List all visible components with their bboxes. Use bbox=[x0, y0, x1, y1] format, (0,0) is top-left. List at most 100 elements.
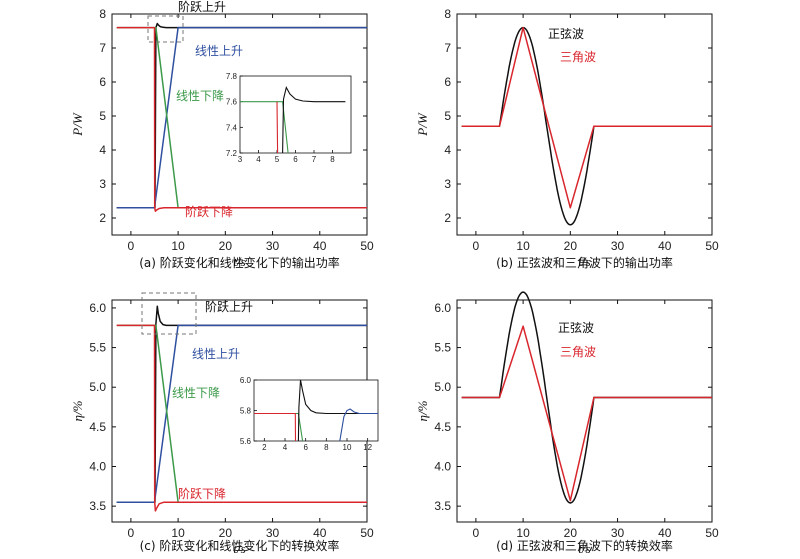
chart-panel-c: 0 10 20 30 40 50 3.5 4.0 4.5 5.0 5.5 6.0 t/s η/% (c) 阶… bbox=[70, 292, 379, 556]
inset-y-tick-label: 6.0 bbox=[240, 376, 252, 385]
y-tick-label: 5.0 bbox=[434, 380, 451, 394]
series-annotation: 线性上升 bbox=[195, 44, 243, 58]
panel-caption: (b) 正弦波和三角波下的输出功率 bbox=[496, 255, 673, 270]
x-tick-label: 50 bbox=[360, 526, 374, 540]
y-tick-label: 2 bbox=[99, 211, 106, 225]
y-tick-label: 6.0 bbox=[89, 301, 106, 315]
y-tick-label: 6.0 bbox=[434, 301, 451, 315]
inset-frame bbox=[239, 75, 352, 154]
x-tick-label: 0 bbox=[128, 239, 135, 253]
series-line-red bbox=[461, 26, 712, 209]
series-annotation: 阶跃上升 bbox=[178, 0, 226, 14]
y-tick-label: 3.5 bbox=[89, 499, 106, 513]
panel-caption: (d) 正弦波和三角波下的转换效率 bbox=[496, 538, 673, 553]
y-tick-label: 5.5 bbox=[89, 341, 106, 355]
series-line-black bbox=[461, 26, 712, 226]
x-tick-label: 30 bbox=[266, 526, 280, 540]
inset-y-tick-label: 5.8 bbox=[240, 407, 252, 416]
inset-series-line-green bbox=[240, 101, 289, 154]
plot-frame bbox=[456, 13, 713, 236]
y-tick-label: 3 bbox=[444, 177, 451, 191]
inset-x-tick-label: 5 bbox=[275, 155, 280, 164]
inset-series-line-black bbox=[282, 85, 346, 154]
x-tick-label: 40 bbox=[313, 526, 327, 540]
y-axis-label: P/W bbox=[415, 112, 430, 137]
chart-panel-a: 0 10 20 30 40 50 2 3 4 5 6 7 8 t/s P/W (a) 阶跃变化和线性变化下的输… bbox=[70, 0, 374, 270]
y-tick-label: 6 bbox=[99, 75, 106, 89]
inset-y-tick-label: 7.4 bbox=[226, 123, 238, 132]
y-axis-label: η/% bbox=[70, 400, 85, 421]
x-tick-label: 30 bbox=[611, 239, 625, 253]
series-annotation: 阶跃下降 bbox=[185, 205, 233, 219]
x-tick-label: 50 bbox=[705, 239, 719, 253]
x-tick-label: 40 bbox=[658, 526, 672, 540]
y-tick-label: 7 bbox=[444, 41, 451, 55]
x-tick-label: 30 bbox=[266, 239, 280, 253]
x-tick-label: 0 bbox=[473, 239, 480, 253]
x-tick-label: 0 bbox=[128, 526, 135, 540]
y-tick-label: 5 bbox=[99, 109, 106, 123]
x-axis-label: t/s bbox=[578, 254, 590, 269]
y-tick-label: 3 bbox=[99, 177, 106, 191]
series-annotation: 线性上升 bbox=[192, 347, 240, 361]
panel-caption: (a) 阶跃变化和线性变化下的输出功率 bbox=[139, 255, 340, 270]
zoom-region-box bbox=[141, 292, 197, 335]
x-axis-label: t/s bbox=[233, 541, 245, 556]
series-annotation: 正弦波 bbox=[558, 320, 594, 335]
inset-x-tick-label: 8 bbox=[324, 443, 329, 452]
y-tick-label: 4 bbox=[99, 143, 106, 157]
y-tick-label: 4.0 bbox=[434, 460, 451, 474]
inset-x-tick-label: 3 bbox=[238, 155, 243, 164]
inset-x-tick-label: 10 bbox=[343, 443, 352, 452]
chart-panel-d: 0 10 20 30 40 50 3.5 4.0 4.5 5.0 5.5 6.0 t/s η/% (d) 正… bbox=[415, 291, 719, 556]
inset-series-line-black bbox=[297, 379, 378, 442]
x-tick-label: 30 bbox=[611, 526, 625, 540]
y-tick-label: 2 bbox=[444, 211, 451, 225]
y-tick-label: 8 bbox=[99, 7, 106, 21]
x-tick-label: 20 bbox=[564, 526, 578, 540]
x-tick-label: 20 bbox=[219, 526, 233, 540]
inset-x-tick-label: 6 bbox=[293, 155, 298, 164]
x-tick-label: 10 bbox=[516, 526, 530, 540]
y-tick-label: 3.5 bbox=[434, 499, 451, 513]
series-annotation: 正弦波 bbox=[548, 26, 584, 41]
y-tick-label: 5.0 bbox=[89, 380, 106, 394]
inset-x-tick-label: 2 bbox=[262, 443, 267, 452]
y-tick-label: 4.5 bbox=[89, 420, 106, 434]
inset-x-tick-label: 12 bbox=[363, 443, 372, 452]
inset-y-tick-label: 7.8 bbox=[226, 72, 238, 81]
series-annotation: 线性下降 bbox=[172, 386, 220, 400]
chart-panel-b: 0 10 20 30 40 50 2 3 4 5 6 7 8 t/s P/W (b) 正弦波和三角波下的输出功… bbox=[415, 7, 719, 270]
x-tick-label: 10 bbox=[171, 239, 185, 253]
x-tick-label: 40 bbox=[313, 239, 327, 253]
inset-x-tick-label: 6 bbox=[303, 443, 308, 452]
y-tick-label: 5.5 bbox=[434, 341, 451, 355]
series-line-red bbox=[116, 26, 367, 212]
x-tick-label: 0 bbox=[473, 526, 480, 540]
plot-frame bbox=[111, 13, 368, 236]
y-axis-label: P/W bbox=[70, 112, 85, 137]
inset-y-tick-label: 5.6 bbox=[240, 437, 252, 446]
series-annotation: 三角波 bbox=[560, 50, 596, 64]
series-line-red bbox=[461, 325, 712, 502]
y-tick-label: 8 bbox=[444, 7, 451, 21]
series-annotation: 线性下降 bbox=[176, 89, 224, 103]
inset-x-tick-label: 4 bbox=[256, 155, 261, 164]
y-tick-label: 6 bbox=[444, 75, 451, 89]
y-tick-label: 4 bbox=[444, 143, 451, 157]
y-axis-label: η/% bbox=[415, 400, 430, 421]
inset-y-tick-label: 7.2 bbox=[226, 149, 238, 158]
zoom-region-box bbox=[147, 15, 184, 43]
inset-y-tick-label: 7.6 bbox=[226, 98, 238, 107]
panel-caption: (c) 阶跃变化和线性变化下的转换效率 bbox=[140, 538, 340, 553]
inset-series-line-red bbox=[276, 101, 279, 154]
series-line-black bbox=[461, 291, 712, 504]
x-tick-label: 50 bbox=[705, 526, 719, 540]
inset-frame bbox=[253, 379, 379, 442]
x-tick-label: 10 bbox=[516, 239, 530, 253]
y-tick-label: 4.0 bbox=[89, 460, 106, 474]
x-axis-label: t/s bbox=[578, 541, 590, 556]
series-annotation: 三角波 bbox=[560, 345, 596, 359]
inset-chart: 2 4 6 8 10 12 5.6 5.8 6.0 bbox=[240, 376, 379, 452]
y-tick-label: 4.5 bbox=[434, 420, 451, 434]
